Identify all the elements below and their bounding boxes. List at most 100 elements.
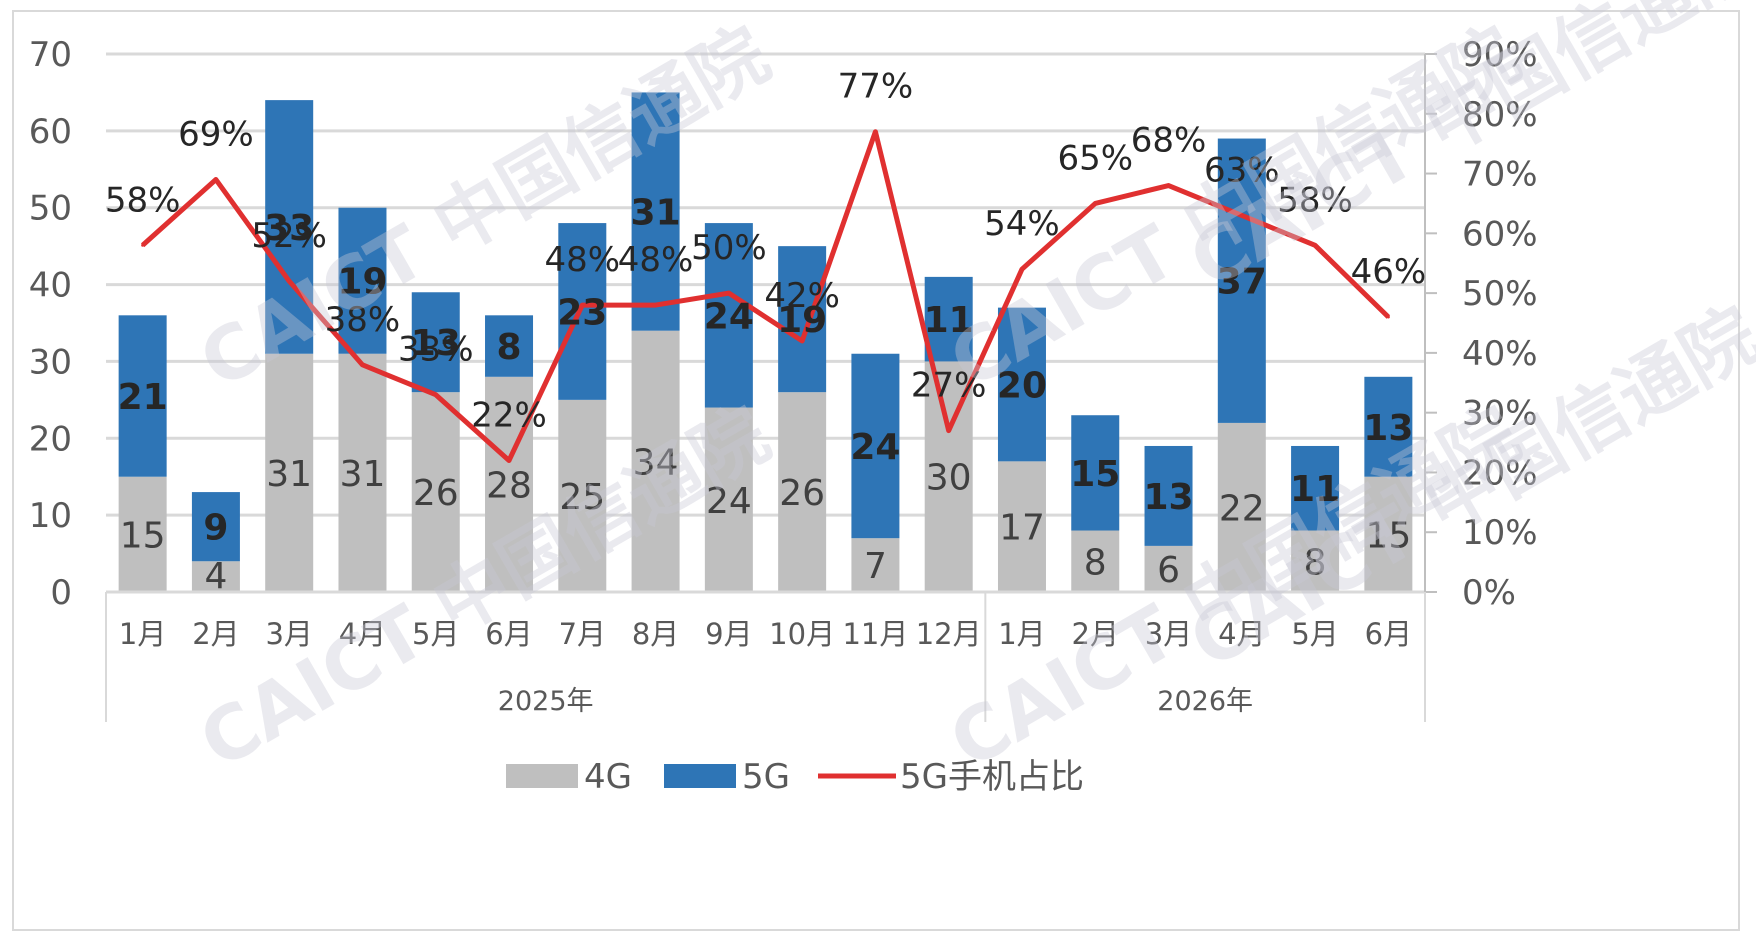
- bar-4g: [851, 538, 900, 592]
- bar-5g: [997, 307, 1046, 462]
- x-tick-label: 1月: [998, 617, 1045, 651]
- x-tick-label: 2月: [1072, 617, 1119, 651]
- x-tick-label: 4月: [1218, 617, 1265, 651]
- bar-label-4g: 26: [779, 473, 825, 514]
- bar-5g: [558, 223, 607, 400]
- y-left-tick: 10: [29, 496, 72, 536]
- bar-label-4g: 30: [926, 458, 972, 499]
- bar-5g: [1217, 138, 1266, 423]
- bar-label-5g: 19: [337, 262, 387, 303]
- bar-label-4g: 34: [633, 442, 679, 483]
- bar-5g: [118, 315, 167, 477]
- share-point: [434, 393, 438, 397]
- y-right-tick: 10%: [1462, 513, 1538, 553]
- share-label: 65%: [1057, 138, 1133, 178]
- bar-4g: [485, 376, 534, 592]
- bar-label-4g: 17: [999, 508, 1045, 549]
- share-point: [214, 178, 218, 182]
- bar-label-4g: 26: [413, 473, 459, 514]
- share-label: 50%: [691, 228, 767, 268]
- share-point: [1020, 267, 1024, 271]
- y-left-tick: 20: [29, 419, 72, 459]
- bar-4g: [778, 392, 827, 592]
- bar-4g: [1217, 422, 1266, 592]
- share-label: 63%: [1204, 150, 1280, 190]
- share-label: 42%: [764, 276, 840, 316]
- y-axis-left: 0 10 20 30 40 50 60 70: [29, 35, 72, 613]
- bar-label-4g: 4: [204, 556, 227, 597]
- y-left-tick: 0: [50, 573, 72, 613]
- bar-label-4g: 8: [1304, 542, 1327, 583]
- share-point: [360, 363, 364, 367]
- bar-label-5g: 13: [411, 323, 461, 364]
- bar-5g: [1071, 415, 1120, 531]
- legend-label-5g: 5G: [742, 757, 790, 797]
- x-tick-label: 7月: [559, 617, 606, 651]
- y-axis-right: 0% 10% 20% 30% 40% 50% 60% 70% 80% 90%: [1462, 35, 1538, 613]
- y-right-tick: 30%: [1462, 394, 1538, 434]
- bar-5g: [485, 315, 534, 377]
- bar-5g: [851, 353, 900, 539]
- group-label: 2026年: [1157, 686, 1253, 717]
- share-label: 38%: [325, 300, 401, 340]
- x-tick-label: 6月: [485, 617, 532, 651]
- bar-label-5g: 11: [924, 300, 974, 341]
- bar-label-5g: 24: [850, 427, 900, 468]
- bar-label-4g: 31: [340, 454, 386, 495]
- share-label: 22%: [471, 395, 547, 435]
- bar-label-5g: 31: [631, 193, 681, 234]
- y-left-tick: 30: [29, 342, 72, 382]
- share-point: [580, 303, 584, 307]
- bar-label-5g: 21: [118, 377, 168, 418]
- share-label: 69%: [178, 115, 254, 155]
- y-left-tick: 70: [29, 35, 72, 75]
- bar-label-5g: 19: [777, 300, 827, 341]
- bar-label-5g: 23: [557, 292, 607, 333]
- share-point: [507, 458, 511, 462]
- x-tick-label: 5月: [1291, 617, 1338, 651]
- share-label: 48%: [618, 240, 694, 280]
- y-right-tick: 80%: [1462, 95, 1538, 135]
- x-tick-label: 3月: [265, 617, 312, 651]
- share-label: 58%: [105, 180, 181, 220]
- share-point: [727, 291, 731, 295]
- y-left-tick: 40: [29, 266, 72, 306]
- x-tick-label: 4月: [339, 617, 386, 651]
- bar-label-4g: 7: [864, 546, 887, 587]
- bar-label-4g: 28: [486, 465, 532, 506]
- bar-5g: [924, 276, 973, 362]
- bar-4g: [265, 353, 314, 592]
- bar-label-4g: 8: [1084, 542, 1107, 583]
- bar-4g: [1291, 530, 1340, 592]
- share-point: [1240, 213, 1244, 217]
- y-right-tick: 50%: [1462, 274, 1538, 314]
- share-point: [1093, 201, 1097, 205]
- y-right-tick: 40%: [1462, 334, 1538, 374]
- bar-label-4g: 22: [1219, 488, 1265, 529]
- bar-5g: [191, 492, 240, 562]
- gridlines: [106, 52, 1425, 517]
- x-tick-label: 2月: [192, 617, 239, 651]
- bar-4g: [191, 561, 240, 592]
- y-right-tick: 90%: [1462, 35, 1538, 75]
- bar-5g: [778, 246, 827, 393]
- bar-5g: [411, 292, 460, 393]
- bar-5g: [338, 207, 387, 354]
- bar-label-5g: 13: [1143, 477, 1193, 518]
- bar-label-5g: 13: [1363, 408, 1413, 449]
- legend-label-share: 5G手机占比: [900, 757, 1084, 797]
- share-point: [1386, 315, 1390, 319]
- bar-labels: 15 21 4 9 31 33 31 19 26 13 28 8 25 23 34 31 24 24 26 19 7 24…: [105, 67, 1426, 597]
- x-tick-label: 10月: [769, 617, 835, 651]
- share-point: [947, 429, 951, 433]
- x-tick-label: 6月: [1365, 617, 1412, 651]
- bar-4g: [997, 461, 1046, 592]
- y-right-tick: 0%: [1462, 573, 1516, 613]
- bar-label-4g: 15: [120, 515, 166, 556]
- bar-4g: [118, 476, 167, 592]
- bar-label-4g: 31: [266, 454, 312, 495]
- bar-label-5g: 15: [1070, 454, 1120, 495]
- bars: [118, 92, 1413, 592]
- share-label: 58%: [1277, 180, 1353, 220]
